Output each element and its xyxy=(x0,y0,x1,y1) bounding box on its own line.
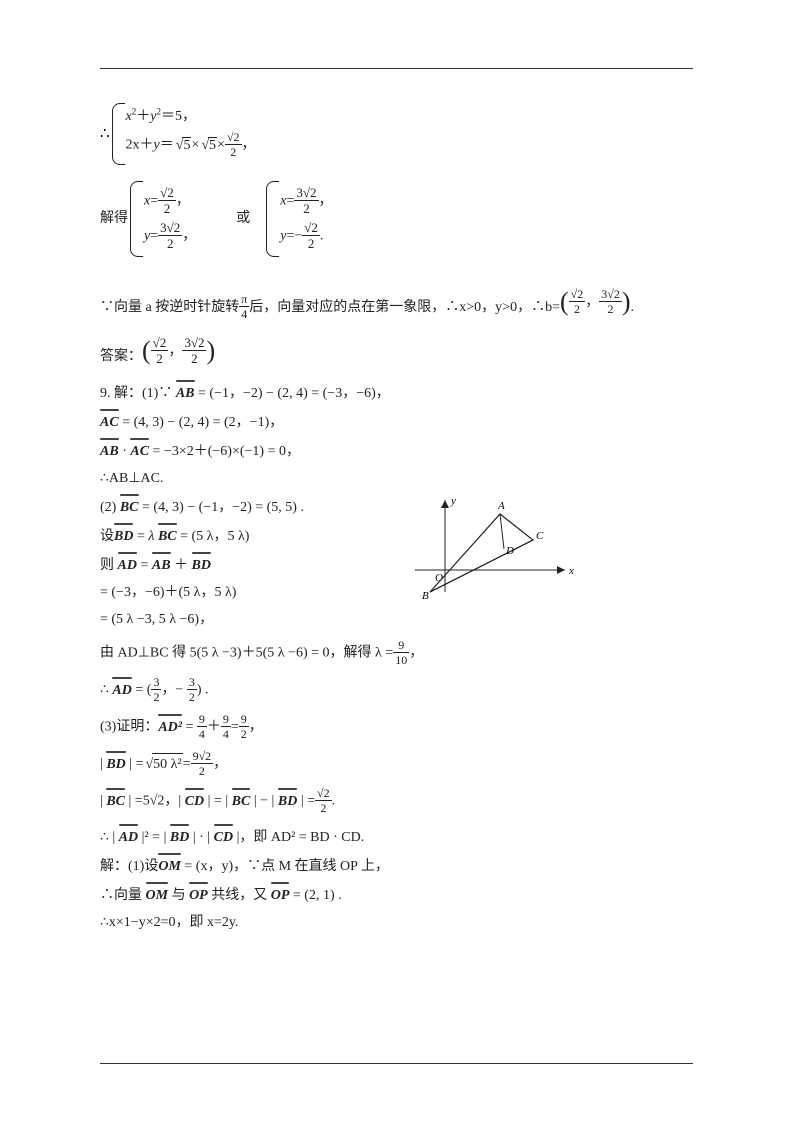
p9-line3: AB · AC = −3×2＋(−6)×(−1) = 0， xyxy=(100,439,693,462)
p9-3-line3: | BC | =5√2，| CD | = | BC | − | BD | =√2… xyxy=(100,788,693,815)
coordinate-figure: x y O A B C D xyxy=(405,492,575,602)
top-rule xyxy=(100,68,693,69)
bottom-rule xyxy=(100,1063,693,1064)
p9-2-line7: ∴ AD = (32，− 32) . xyxy=(100,677,693,704)
p9-3-line2: | BD | =50 λ²=9√22， xyxy=(100,751,693,778)
sol2-x: x=3√22， xyxy=(280,187,332,216)
p9-2-line3: 则 AD = AB ＋ BD xyxy=(100,553,693,576)
sol1-x: x=√22， xyxy=(144,187,196,216)
svg-text:C: C xyxy=(536,530,544,542)
sol1-y: y=3√22， xyxy=(144,222,196,251)
p9-3-line4: ∴ | AD |² = | BD | · | CD |，即 AD² = BD ·… xyxy=(100,825,693,848)
eq1: x2＋y2＝5， xyxy=(126,109,256,126)
svg-text:y: y xyxy=(450,495,456,507)
svg-text:B: B xyxy=(422,590,429,602)
p10-line3: ∴x×1−y×2=0，即 x=2y. xyxy=(100,912,693,933)
p9-line1: 9. 解：(1)∵ AB = (−1，−2) − (2, 4) = (−3，−6… xyxy=(100,381,693,404)
p9-2-line5: = (5 λ −3, 5 λ −6)， xyxy=(100,609,693,630)
figure-svg: x y O A B C D xyxy=(405,492,575,602)
eq2: 2x＋y＝5×5×√22， xyxy=(126,132,256,159)
p9-2-line2: 设BD = λ BC = (5 λ，5 λ) xyxy=(100,524,693,547)
brace-block-1: x2＋y2＝5， 2x＋y＝5×5×√22， xyxy=(112,103,256,165)
solve-row: 解得 x=√22， y=3√22， 或 x=3√22， y=−√22. xyxy=(100,181,693,257)
p9-perp: ∴AB⊥AC. xyxy=(100,468,693,489)
solution-2: x=3√22， y=−√22. xyxy=(266,181,332,257)
therefore-symbol: ∴ xyxy=(100,124,110,143)
solve-label: 解得 xyxy=(100,208,128,229)
svg-text:A: A xyxy=(497,500,505,512)
solution-1: x=√22， y=3√22， xyxy=(130,181,196,257)
svg-text:D: D xyxy=(505,545,514,557)
equation-system: ∴ x2＋y2＝5， 2x＋y＝5×5×√22， xyxy=(100,103,693,165)
or-label: 或 xyxy=(236,208,250,229)
math-solutions-page: ∴ x2＋y2＝5， 2x＋y＝5×5×√22， 解得 x=√22， y=3√2… xyxy=(0,0,793,1122)
p9-2-line6: 由 AD⊥BC 得 5(5 λ −3)＋5(5 λ −6) = 0，解得 λ =… xyxy=(100,640,693,667)
svg-text:x: x xyxy=(568,565,574,577)
p9-2-line1: (2) BC = (4, 3) − (−1，−2) = (5, 5) . xyxy=(100,495,693,518)
p10-line1: 解：(1)设OM = (x，y)，∵点 M 在直线 OP 上， xyxy=(100,854,693,877)
p9-line2: AC = (4, 3) − (2, 4) = (2，−1)， xyxy=(100,410,693,433)
sol2-y: y=−√22. xyxy=(280,222,332,251)
p9-3-line1: (3)证明：AD² = 94＋94=92， xyxy=(100,714,693,741)
p9-2-line4: = (−3，−6)＋(5 λ，5 λ) xyxy=(100,582,693,603)
rotation-line: ∵向量 a 按逆时针旋转π4后，向量对应的点在第一象限，∴x>0，y>0，∴b=… xyxy=(100,283,693,322)
answer-line: 答案：√22，3√22 xyxy=(100,332,693,371)
p10-line2: ∴向量 OM 与 OP 共线，又 OP = (2, 1) . xyxy=(100,883,693,906)
